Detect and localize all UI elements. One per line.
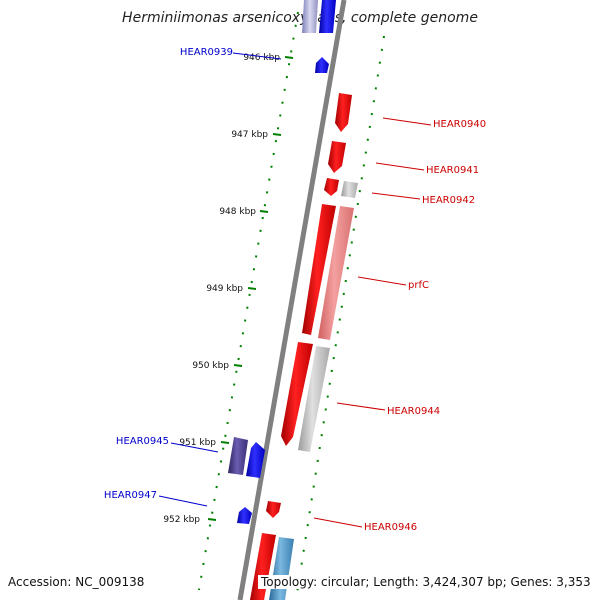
scale-tick: [233, 364, 243, 367]
gene-hear0946-feature[interactable]: [266, 501, 281, 518]
gene-hear0947-feature[interactable]: [237, 507, 252, 524]
gene-hear0939-feature[interactable]: [315, 57, 329, 73]
scale-label: 951 kbp: [179, 438, 216, 448]
gene-label-hear0947[interactable]: HEAR0947: [104, 490, 157, 501]
leader-line-hear0940: [382, 117, 432, 126]
gene-hear0940-feature[interactable]: [335, 93, 352, 132]
accession-text: Accession: NC_009138: [8, 575, 145, 589]
gene-neutral-feature[interactable]: [341, 181, 358, 198]
gene-hear0941-feature[interactable]: [328, 141, 346, 173]
gene-reverse-bottom-feature[interactable]: [250, 533, 276, 600]
gene-label-hear0939[interactable]: HEAR0939: [180, 47, 233, 58]
leader-line-hear0945: [170, 442, 219, 453]
scale-label: 946 kbp: [243, 53, 280, 63]
gene-hear0942-feature[interactable]: [324, 178, 339, 196]
gene-feature-forward[interactable]: [319, 0, 336, 33]
gene-neutral-long-feature[interactable]: [298, 346, 330, 452]
gene-label-hear0946[interactable]: HEAR0946: [364, 522, 417, 533]
gene-label-hear0940[interactable]: HEAR0940: [433, 119, 486, 130]
gene-reverse-long-feature[interactable]: [302, 204, 336, 335]
scale-tick: [272, 133, 282, 136]
leader-line-hear0942: [371, 192, 421, 200]
gene-hear0945-feature[interactable]: [228, 437, 248, 475]
leader-line-hear0939: [232, 52, 282, 60]
inner-dotted-ring: [198, 11, 299, 591]
leader-line-hear0941: [375, 162, 425, 171]
leader-line-hear0944: [336, 402, 386, 411]
genome-backbone: [237, 0, 347, 600]
gene-hear0945b-feature[interactable]: [246, 442, 265, 478]
gene-label-prfc[interactable]: prfC: [408, 280, 429, 291]
scale-ticks: [207, 56, 294, 521]
map-title: Herminiimonas arsenicoxydans, complete g…: [122, 10, 478, 26]
scale-tick: [259, 210, 269, 213]
leader-line-hear0947: [158, 495, 208, 507]
scale-label: 949 kbp: [206, 284, 243, 294]
scale-tick: [284, 56, 294, 59]
gene-label-hear0941[interactable]: HEAR0941: [426, 165, 479, 176]
scale-label: 947 kbp: [231, 130, 268, 140]
topology-text: Topology: circular; Length: 3,424,307 bp…: [258, 575, 597, 589]
gene-hear0944-feature[interactable]: [281, 342, 313, 446]
scale-label: 948 kbp: [219, 207, 256, 217]
scale-tick: [207, 518, 217, 521]
scale-tick: [247, 287, 257, 290]
scale-label: 952 kbp: [163, 515, 200, 525]
scale-tick: [220, 441, 230, 444]
gene-prfc-feature[interactable]: [318, 206, 354, 340]
gene-feature-purple[interactable]: [302, 0, 318, 33]
leader-line-hear0946: [313, 517, 363, 528]
gene-label-hear0942[interactable]: HEAR0942: [422, 195, 475, 206]
gene-label-hear0945[interactable]: HEAR0945: [116, 436, 169, 447]
gene-label-hear0944[interactable]: HEAR0944: [387, 406, 440, 417]
scale-label: 950 kbp: [192, 361, 229, 371]
leader-line-prfc: [357, 276, 407, 286]
